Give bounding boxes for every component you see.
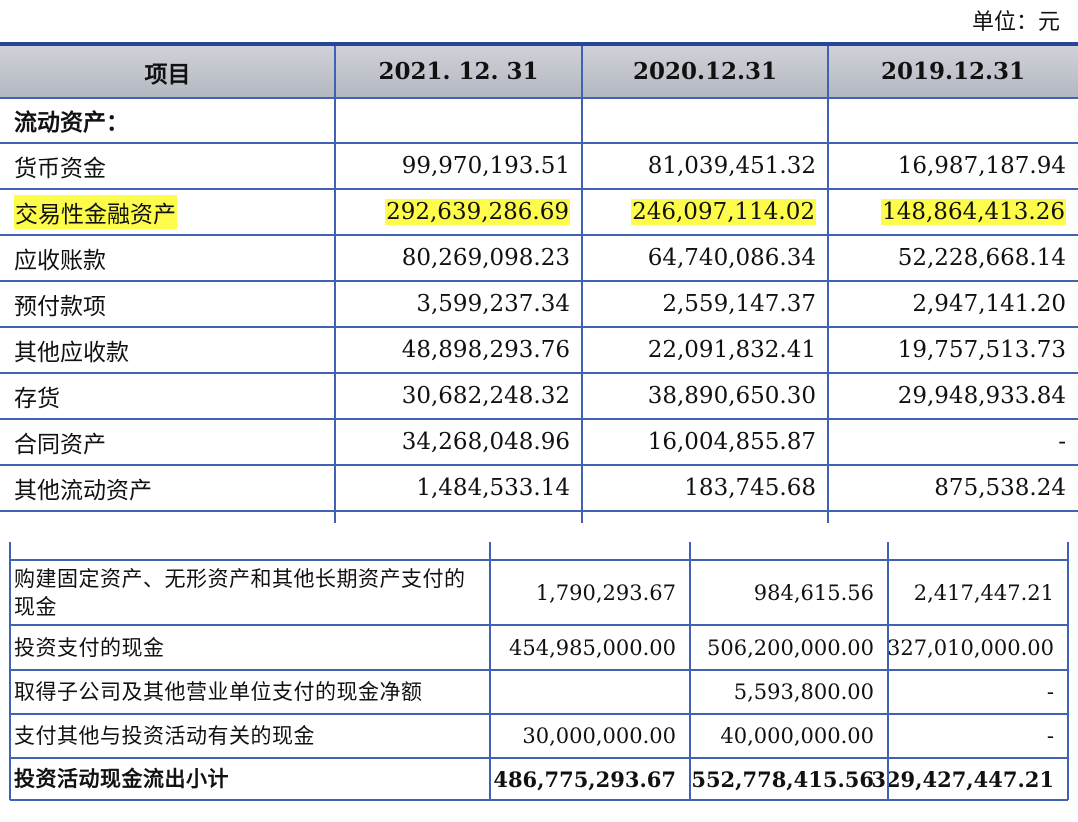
row-line (0, 326, 1078, 328)
row-line (0, 510, 1078, 512)
row-label: 投资支付的现金 (14, 635, 165, 660)
row-label: 合同资产 (14, 432, 106, 458)
row-label: 其他流动资产 (14, 478, 152, 504)
column-line (489, 542, 491, 800)
row-label: 支付其他与投资活动有关的现金 (14, 724, 315, 748)
column-line (334, 46, 336, 523)
value-cell: 81,039,451.32 (647, 153, 816, 179)
value-cell: 30,682,248.32 (401, 383, 570, 409)
row-label: 应收账款 (14, 248, 106, 274)
column-line (887, 542, 889, 800)
row-line (10, 669, 1068, 671)
value-cell: 148,864,413.26 (828, 189, 1066, 235)
value-cell: 1,790,293.67 (535, 580, 676, 605)
value-cell: 329,427,447.21 (871, 766, 1054, 792)
highlighted-text: 292,639,286.69 (385, 199, 570, 225)
column-line (581, 46, 583, 523)
value-cell: 16,987,187.94 (897, 153, 1066, 179)
row-line (0, 97, 1078, 99)
value-cell: 64,740,086.34 (647, 245, 816, 271)
value-cell: 454,985,000.00 (509, 635, 676, 660)
value-cell: 506,200,000.00 (707, 635, 874, 660)
value-cell: 2,559,147.37 (662, 291, 816, 317)
value-cell: - (1046, 680, 1054, 704)
column-line (827, 46, 829, 523)
row-line (0, 142, 1078, 144)
top-border (0, 42, 1078, 46)
value-cell: 34,268,048.96 (401, 429, 570, 455)
value-cell: 183,745.68 (684, 475, 816, 501)
row-label: 存货 (14, 386, 60, 412)
row-line (10, 713, 1068, 715)
value-cell: 30,000,000.00 (522, 724, 676, 748)
row-line (0, 234, 1078, 236)
column-line (1067, 542, 1069, 800)
value-cell: 48,898,293.76 (401, 337, 570, 363)
row-line (10, 757, 1068, 759)
header-cell: 项目 (144, 60, 191, 88)
row-label: 投资活动现金流出小计 (14, 766, 229, 791)
header-cell: 2019.12.31 (880, 58, 1026, 85)
unit-label: 单位：元 (971, 10, 1060, 35)
value-cell: 1,484,533.14 (416, 475, 570, 501)
value-cell: 875,538.24 (934, 475, 1066, 501)
row-label: 流动资产： (14, 109, 129, 136)
row-line (0, 372, 1078, 374)
header-cell: 2021. 12. 31 (378, 58, 539, 85)
value-cell: 3,599,237.34 (416, 291, 570, 317)
column-line (689, 542, 691, 800)
value-cell: 5,593,800.00 (733, 680, 874, 704)
row-line (10, 559, 1068, 561)
value-cell: - (1046, 724, 1054, 748)
row-line (0, 418, 1078, 420)
row-label: 其他应收款 (14, 340, 129, 366)
value-cell: 984,615.56 (753, 580, 874, 605)
highlighted-text: 交易性金融资产 (14, 195, 177, 229)
header-bg (0, 46, 1078, 97)
row-line (0, 280, 1078, 282)
value-cell: 38,890,650.30 (647, 383, 816, 409)
row-label: 购建固定资产、无形资产和其他长期资产支付的现金 (14, 566, 466, 619)
value-cell: 22,091,832.41 (647, 337, 816, 363)
cashflow-table: 购建固定资产、无形资产和其他长期资产支付的现金 1,790,293.67 984,6… (0, 522, 1078, 812)
row-label: 取得子公司及其他营业单位支付的现金净额 (14, 680, 423, 704)
value-cell: - (1058, 429, 1066, 455)
balance-table: 项目 2021. 12. 31 2020.12.31 2019.12.31 流动资产： 货… (0, 42, 1078, 523)
value-cell: 486,775,293.67 (493, 766, 676, 792)
value-cell: 16,004,855.87 (647, 429, 816, 455)
value-cell: 246,097,114.02 (582, 189, 816, 235)
value-cell: 40,000,000.00 (720, 724, 874, 748)
row-line (0, 464, 1078, 466)
highlighted-text: 148,864,413.26 (881, 199, 1066, 225)
row-line (10, 624, 1068, 626)
value-cell: 99,970,193.51 (401, 153, 570, 179)
value-cell: 292,639,286.69 (335, 189, 570, 235)
row-label: 货币资金 (14, 156, 106, 182)
row-line (0, 188, 1078, 190)
value-cell: 19,757,513.73 (897, 337, 1066, 363)
value-cell: 327,010,000.00 (887, 635, 1054, 660)
value-cell: 2,417,447.21 (913, 580, 1054, 605)
value-cell: 552,778,415.56 (691, 766, 874, 792)
value-cell: 2,947,141.20 (912, 291, 1066, 317)
row-label: 交易性金融资产 (14, 189, 177, 235)
value-cell: 80,269,098.23 (401, 245, 570, 271)
row-line (10, 799, 1068, 801)
header-cell: 2020.12.31 (632, 58, 778, 85)
column-line (9, 542, 11, 800)
value-cell: 52,228,668.14 (897, 245, 1066, 271)
highlighted-text: 246,097,114.02 (631, 199, 816, 225)
value-cell: 29,948,933.84 (897, 383, 1066, 409)
row-label: 预付款项 (14, 294, 106, 320)
